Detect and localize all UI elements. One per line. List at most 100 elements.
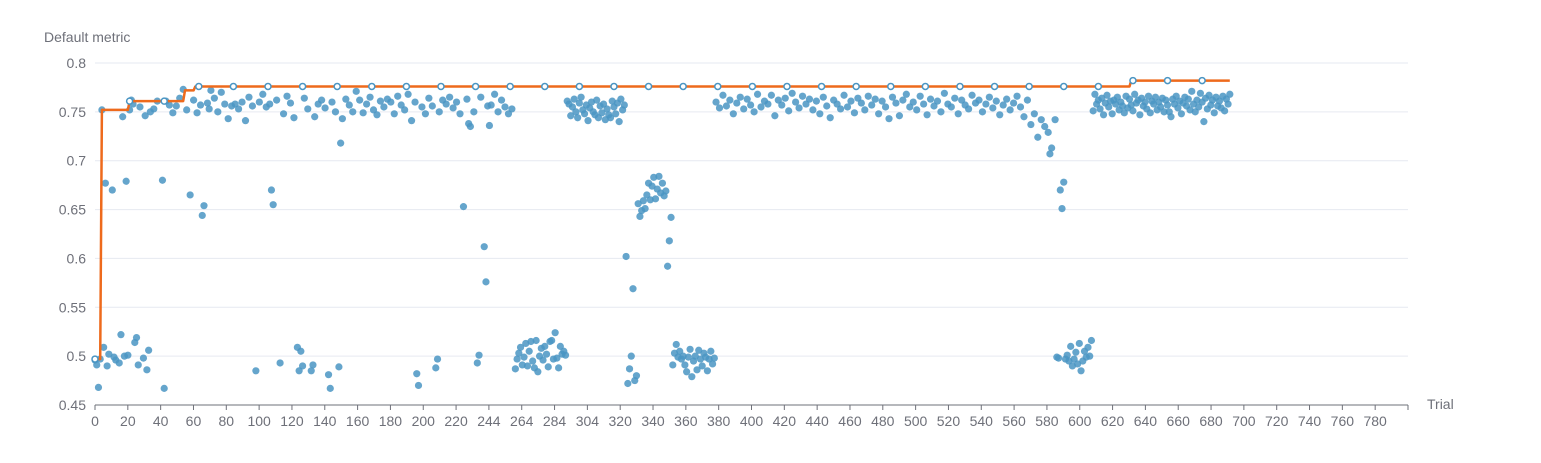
trial-point[interactable] — [620, 101, 628, 109]
best-value-marker[interactable] — [783, 82, 791, 91]
trial-point[interactable] — [729, 110, 737, 118]
trial-point[interactable] — [913, 106, 921, 114]
trial-point[interactable] — [459, 203, 468, 211]
trial-point[interactable] — [172, 102, 180, 110]
trial-point[interactable] — [124, 351, 132, 359]
trial-point[interactable] — [1091, 90, 1099, 98]
trial-point[interactable] — [864, 92, 872, 100]
trial-point[interactable] — [205, 105, 213, 113]
trial-point[interactable] — [141, 112, 149, 120]
trial-point[interactable] — [916, 92, 924, 100]
trial-point[interactable] — [1125, 95, 1134, 103]
trial-point[interactable] — [103, 362, 111, 370]
trial-point[interactable] — [238, 98, 246, 106]
trial-point[interactable] — [992, 97, 1000, 105]
trial-point[interactable] — [933, 97, 942, 105]
trial-point[interactable] — [707, 347, 715, 355]
trial-point[interactable] — [1060, 178, 1068, 186]
trial-point[interactable] — [1141, 98, 1149, 106]
best-value-marker[interactable] — [1129, 76, 1137, 85]
best-value-marker[interactable] — [333, 82, 341, 91]
trial-point[interactable] — [286, 99, 295, 107]
trial-point[interactable] — [380, 103, 388, 111]
trial-point[interactable] — [463, 95, 471, 103]
trial-point[interactable] — [1030, 110, 1038, 118]
trial-point[interactable] — [544, 363, 552, 371]
trial-point[interactable] — [245, 93, 253, 101]
trial-point[interactable] — [771, 112, 779, 120]
trial-point[interactable] — [888, 93, 897, 101]
trial-point[interactable] — [593, 96, 601, 104]
trial-point[interactable] — [708, 360, 717, 368]
trial-point[interactable] — [570, 95, 578, 103]
trial-point[interactable] — [541, 342, 549, 350]
trial-point[interactable] — [511, 365, 519, 373]
trial-point[interactable] — [764, 100, 772, 108]
trial-point[interactable] — [753, 90, 762, 98]
trial-point[interactable] — [326, 384, 334, 392]
trial-point[interactable] — [954, 110, 962, 118]
trial-point[interactable] — [134, 361, 142, 369]
trial-point[interactable] — [1051, 116, 1059, 124]
trial-point[interactable] — [1210, 109, 1218, 117]
trial-point[interactable] — [1200, 118, 1208, 126]
trial-point[interactable] — [1188, 87, 1196, 95]
trial-point[interactable] — [651, 195, 660, 203]
trial-point[interactable] — [857, 99, 865, 107]
trial-point[interactable] — [475, 351, 483, 359]
best-value-marker[interactable] — [437, 82, 445, 91]
trial-point[interactable] — [207, 86, 215, 94]
trial-point[interactable] — [390, 110, 398, 118]
trial-point[interactable] — [224, 115, 232, 123]
best-value-marker[interactable] — [368, 82, 376, 91]
trial-point[interactable] — [520, 353, 528, 361]
trial-point[interactable] — [532, 336, 540, 345]
trial-point[interactable] — [812, 97, 820, 105]
trial-point[interactable] — [342, 95, 350, 103]
trial-point[interactable] — [1046, 150, 1054, 158]
best-value-marker[interactable] — [956, 82, 964, 91]
trial-point[interactable] — [1086, 352, 1094, 360]
trial-point[interactable] — [617, 95, 625, 103]
trial-point[interactable] — [1160, 108, 1168, 116]
trial-point[interactable] — [555, 364, 563, 372]
trial-point[interactable] — [491, 90, 499, 98]
trial-point[interactable] — [767, 91, 775, 99]
trial-point[interactable] — [567, 112, 575, 120]
trial-point[interactable] — [501, 103, 509, 111]
trial-point[interactable] — [183, 106, 191, 114]
trial-point[interactable] — [836, 105, 845, 113]
trial-point[interactable] — [1226, 90, 1234, 98]
trial-point[interactable] — [186, 191, 194, 199]
trial-point[interactable] — [920, 100, 928, 108]
trial-point[interactable] — [300, 94, 308, 102]
best-value-marker[interactable] — [1059, 82, 1068, 91]
trial-point[interactable] — [726, 96, 734, 104]
trial-point[interactable] — [449, 104, 457, 112]
trial-point[interactable] — [324, 371, 333, 379]
trial-point[interactable] — [94, 383, 103, 392]
trial-point[interactable] — [1016, 103, 1025, 111]
trial-point[interactable] — [279, 110, 288, 118]
trial-point[interactable] — [516, 343, 525, 351]
trial-point[interactable] — [847, 97, 855, 105]
trial-point[interactable] — [1184, 95, 1192, 103]
trial-point[interactable] — [1037, 116, 1045, 124]
trial-point[interactable] — [101, 179, 109, 187]
best-value-marker[interactable] — [852, 82, 860, 91]
trial-point[interactable] — [1167, 113, 1175, 121]
trial-point[interactable] — [203, 99, 212, 107]
trial-point[interactable] — [136, 103, 144, 111]
trial-point[interactable] — [1041, 122, 1049, 131]
trial-point[interactable] — [669, 361, 677, 369]
trial-point[interactable] — [658, 179, 667, 187]
trial-point[interactable] — [267, 186, 276, 194]
trial-point[interactable] — [1224, 100, 1232, 108]
trial-point[interactable] — [122, 177, 130, 185]
trial-point[interactable] — [627, 352, 635, 360]
trial-point[interactable] — [418, 103, 426, 111]
trial-point[interactable] — [819, 93, 827, 101]
trial-point[interactable] — [309, 361, 317, 369]
trial-point[interactable] — [926, 95, 935, 103]
trial-point[interactable] — [1221, 107, 1229, 115]
